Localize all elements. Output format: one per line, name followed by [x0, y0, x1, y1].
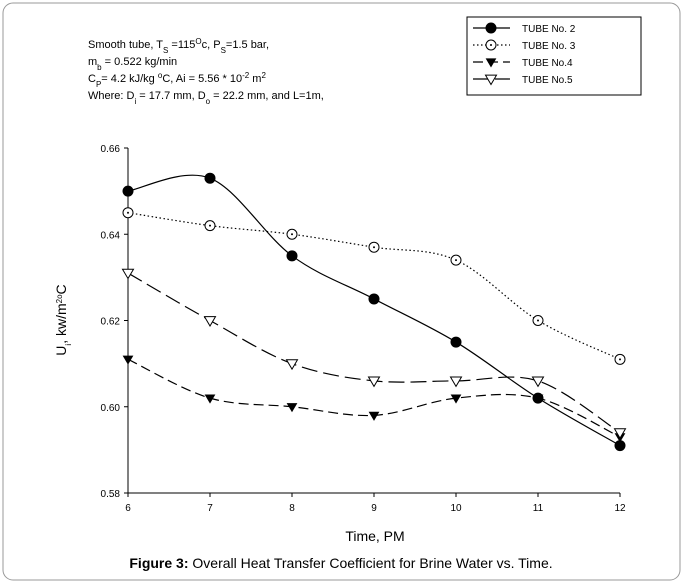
x-tick-label: 7 [207, 503, 213, 514]
marker [485, 58, 497, 68]
text-run: b [97, 63, 102, 72]
caption-text: Overall Heat Transfer Coefficient for Br… [189, 555, 553, 571]
text-run: -2 [242, 71, 250, 80]
text-run: P [96, 80, 101, 89]
text-run: = 22.2 mm, and L=1m, [210, 90, 324, 102]
marker [204, 394, 216, 404]
legend-label: TUBE No.4 [522, 58, 573, 69]
series-line [127, 358, 621, 438]
text-run: 2 [261, 71, 266, 80]
marker-dot [619, 358, 621, 361]
caption-label: Figure 3: [129, 555, 188, 571]
series-line [127, 174, 621, 447]
text-run: i [134, 97, 136, 106]
x-tick-label: 6 [125, 503, 131, 514]
text-run: = 4.2 kJ/kg [101, 73, 158, 85]
marker [204, 172, 216, 184]
y-tick-label: 0.58 [101, 489, 121, 500]
text-run: O [195, 37, 201, 46]
marker [449, 376, 463, 388]
marker [613, 428, 627, 440]
marker [286, 250, 298, 262]
marker-dot [490, 44, 492, 46]
marker [532, 394, 544, 404]
text-run: S [221, 46, 226, 55]
text-run: = 17.7 mm, D [136, 90, 205, 102]
annotation-line: CP= 4.2 kJ/kg oC, Ai = 5.56 * 10-2 m2 [88, 71, 266, 89]
marker [122, 185, 134, 197]
marker [367, 376, 381, 388]
text-run: S [163, 46, 168, 55]
marker [121, 268, 135, 280]
text-run: C, Ai = 5.56 * 10 [162, 73, 242, 85]
text-run: Where: D [88, 90, 135, 102]
x-axis-label: Time, PM [345, 528, 404, 544]
marker-dot [209, 224, 211, 227]
text-run: o [158, 71, 163, 80]
text-run: = 0.522 kg/min [102, 56, 178, 68]
marker [368, 411, 380, 421]
text-run: o [206, 97, 211, 106]
text-run: =115 [168, 39, 195, 51]
y-tick-label: 0.64 [101, 230, 121, 241]
text-run: m [88, 56, 97, 68]
marker-dot [373, 246, 375, 249]
y-tick-label: 0.62 [101, 317, 121, 328]
marker [122, 355, 134, 365]
marker [484, 74, 498, 86]
x-tick-label: 10 [450, 503, 462, 514]
series-line [127, 212, 621, 360]
y-tick-label: 0.60 [101, 403, 121, 414]
annotation-line: Where: Di = 17.7 mm, Do = 22.2 mm, and L… [88, 90, 324, 106]
marker [485, 22, 497, 34]
x-tick-label: 9 [371, 503, 377, 514]
marker [203, 316, 217, 327]
legend-label: TUBE No.5 [522, 75, 573, 86]
marker-dot [537, 319, 539, 322]
text-run: c, P [202, 39, 221, 51]
marker [531, 376, 545, 388]
x-tick-label: 12 [614, 503, 626, 514]
marker [368, 293, 380, 305]
text-run: C [53, 284, 69, 294]
y-tick-label: 0.66 [101, 144, 121, 155]
y-axis-label: Ui, kw/m2oC [53, 284, 73, 355]
marker [450, 336, 462, 348]
text-run: 2o [55, 294, 64, 303]
marker-dot [455, 259, 457, 262]
marker [286, 403, 298, 413]
text-run: , kw/m [53, 303, 69, 343]
text-run: C [88, 73, 96, 85]
legend-label: TUBE No. 2 [522, 24, 576, 35]
marker-dot [291, 233, 293, 236]
x-tick-label: 8 [289, 503, 295, 514]
text-run: Smooth tube, T [88, 39, 163, 51]
text-run: =1.5 bar, [226, 39, 269, 51]
legend-label: TUBE No. 3 [522, 41, 576, 52]
marker-dot [127, 211, 129, 214]
text-run: i [64, 344, 73, 346]
caption: Figure 3: Overall Heat Transfer Coeffici… [129, 555, 552, 571]
text-run: U [53, 346, 69, 356]
marker [450, 394, 462, 404]
text-run: m [249, 73, 261, 85]
annotation-line: mb = 0.522 kg/min [88, 56, 177, 72]
marker [285, 359, 299, 371]
annotation-line: Smooth tube, TS =115Oc, PS=1.5 bar, [88, 37, 269, 55]
x-tick-label: 11 [533, 503, 544, 514]
